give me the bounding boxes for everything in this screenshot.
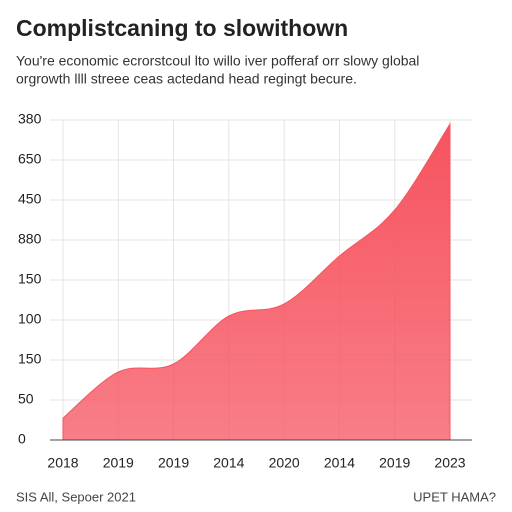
y-tick-label: 650 xyxy=(18,151,42,167)
footer-source: SIS All, Sepoer 2021 xyxy=(16,489,136,504)
x-tick-label: 2018 xyxy=(47,455,78,471)
y-tick-label: 150 xyxy=(18,271,42,287)
y-tick-label: 100 xyxy=(18,311,42,327)
subtitle: You're economic ecrorstcoul lto willo iv… xyxy=(16,53,419,69)
y-tick-label: 50 xyxy=(18,391,34,407)
x-tick-label: 2020 xyxy=(269,455,300,471)
x-tick-label: 2019 xyxy=(379,455,410,471)
area xyxy=(62,122,451,441)
chart-title: Complistcaning to slowithown xyxy=(16,15,348,41)
footer-credit: UPET HAMA? xyxy=(413,489,496,504)
y-tick-label: 0 xyxy=(18,431,26,447)
x-tick-label: 2014 xyxy=(324,455,355,471)
y-tick-label: 380 xyxy=(18,111,42,127)
y-tick-label: 150 xyxy=(18,351,42,367)
x-tick-label: 2023 xyxy=(434,455,465,471)
subtitle: orgrowth llll streee ceas actedand head … xyxy=(16,71,357,87)
x-tick-label: 2019 xyxy=(103,455,134,471)
x-tick-label: 2014 xyxy=(213,455,244,471)
y-tick-label: 450 xyxy=(18,191,42,207)
y-tick-label: 880 xyxy=(18,231,42,247)
x-tick-label: 2019 xyxy=(158,455,189,471)
